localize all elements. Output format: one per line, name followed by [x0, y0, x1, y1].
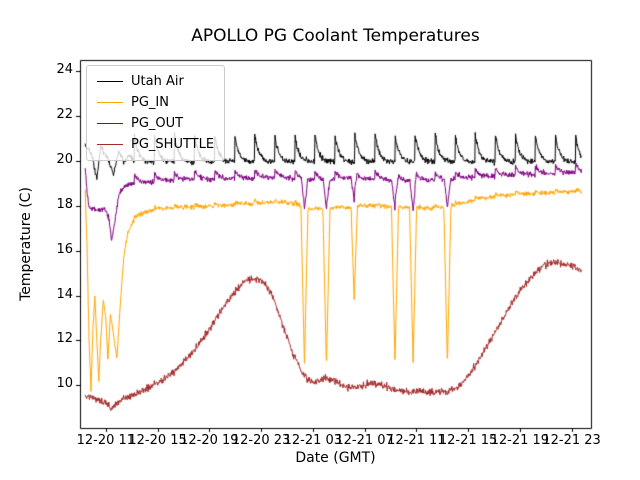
x-tick-label: 12-21 19 — [490, 433, 550, 448]
y-tick-label: 24 — [56, 62, 73, 78]
y-tick-label: 20 — [56, 151, 73, 167]
legend-line-pg-shuttle — [97, 144, 123, 145]
y-tick-label: 12 — [56, 331, 73, 347]
x-tick-label: 12-20 19 — [180, 433, 239, 448]
x-tick-label: 12-21 23 — [542, 433, 601, 448]
y-axis-label: Temperature (C) — [18, 187, 34, 301]
y-tick-label: 22 — [56, 107, 73, 123]
legend-label-utah-air: Utah Air — [131, 74, 184, 89]
chart-title: APOLLO PG Coolant Temperatures — [191, 26, 480, 46]
legend: Utah Air PG_IN PG_OUT PG_SHUTTLE — [86, 65, 226, 161]
x-tick-label: 12-20 23 — [231, 433, 291, 448]
x-tick-label: 12-20 11 — [76, 433, 136, 448]
legend-line-pg-in — [97, 102, 123, 103]
x-tick-label: 12-21 11 — [387, 433, 446, 448]
x-axis-label: Date (GMT) — [295, 450, 376, 466]
legend-item-utah-air: Utah Air — [97, 71, 214, 92]
legend-label-pg-shuttle: PG_SHUTTLE — [131, 137, 215, 152]
legend-label-pg-out: PG_OUT — [131, 116, 184, 131]
y-tick-label: 14 — [56, 286, 73, 302]
x-tick-label: 12-21 07 — [335, 433, 394, 448]
y-tick-label: 16 — [56, 241, 73, 257]
x-tick-label: 12-21 03 — [283, 433, 343, 448]
legend-item-pg-shuttle: PG_SHUTTLE — [97, 134, 214, 155]
legend-label-pg-in: PG_IN — [131, 95, 169, 110]
y-tick-label: 18 — [56, 196, 73, 212]
x-tick-label: 12-21 15 — [438, 433, 498, 448]
legend-line-pg-out — [97, 123, 123, 124]
legend-item-pg-out: PG_OUT — [97, 113, 214, 134]
x-tick-label: 12-20 15 — [128, 433, 187, 448]
y-tick-label: 10 — [56, 376, 73, 392]
legend-line-utah-air — [97, 81, 123, 82]
legend-item-pg-in: PG_IN — [97, 92, 214, 113]
